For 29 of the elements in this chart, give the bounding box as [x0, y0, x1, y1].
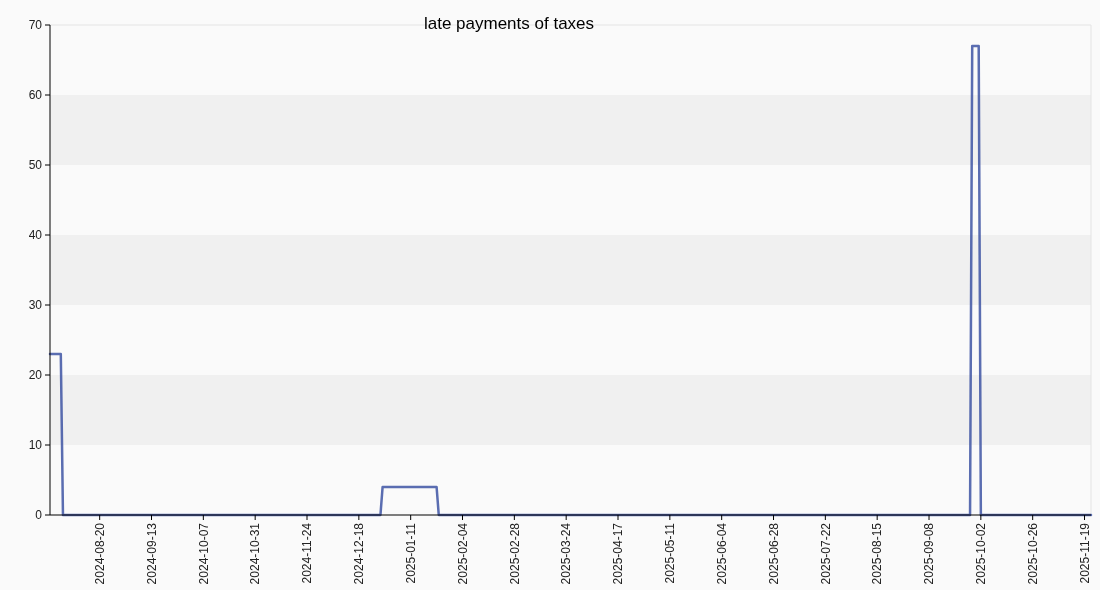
x-tick-label: 2025-08-15	[870, 522, 885, 585]
x-tick-label: 2025-10-02	[974, 522, 989, 585]
y-tick-label: 30	[28, 298, 43, 313]
y-tick-label: 40	[28, 228, 43, 243]
x-tick-label: 2024-08-20	[92, 522, 107, 585]
x-tick-label: 2025-01-11	[403, 522, 418, 584]
y-tick-label: 10	[28, 438, 43, 453]
y-tick-label: 60	[28, 88, 43, 103]
x-tick-label: 2025-04-17	[611, 522, 626, 585]
x-tick-label: 2024-11-24	[300, 522, 315, 584]
x-tick-label: 2025-11-19	[1077, 522, 1092, 584]
x-tick-label: 2025-10-26	[1025, 522, 1040, 585]
y-tick-label: 70	[28, 18, 43, 33]
x-tick-label: 2024-09-13	[144, 522, 159, 585]
chart-title: late payments of taxes	[423, 14, 595, 33]
x-tick-label: 2024-12-18	[352, 522, 367, 585]
x-tick-label: 2025-07-22	[818, 522, 833, 585]
y-tick-label: 20	[28, 368, 43, 383]
x-tick-label: 2025-03-24	[559, 522, 574, 585]
y-tick-label: 50	[28, 158, 43, 173]
x-tick-label: 2025-02-28	[507, 522, 522, 585]
x-tick-label: 2025-09-08	[922, 522, 937, 585]
x-tick-label: 2025-06-28	[766, 522, 781, 585]
x-tick-label: 2024-10-31	[248, 522, 263, 585]
x-tick-label: 2025-02-04	[455, 522, 470, 585]
y-tick-label: 0	[35, 508, 43, 523]
x-tick-label: 2025-05-11	[663, 522, 678, 584]
x-tick-label: 2025-06-04	[714, 522, 729, 585]
x-tick-label: 2024-10-07	[196, 522, 211, 585]
